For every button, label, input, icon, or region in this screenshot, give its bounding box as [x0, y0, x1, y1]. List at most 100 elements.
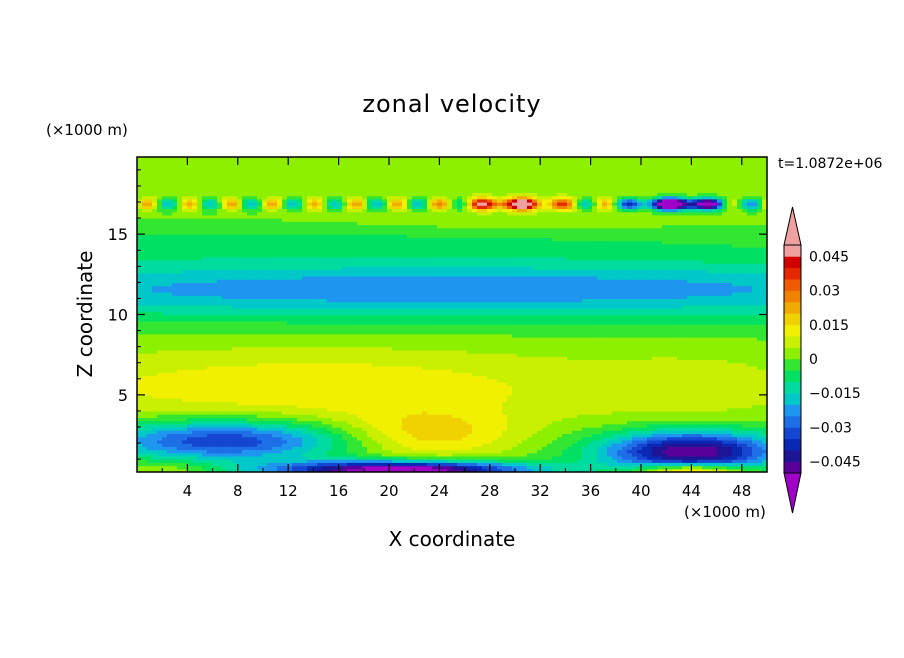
field-cell — [542, 443, 548, 447]
field-cell — [742, 378, 748, 383]
field-cell — [722, 346, 728, 351]
field-cell — [552, 446, 558, 451]
field-cell — [297, 375, 303, 380]
field-cell — [162, 420, 168, 425]
field-cell — [652, 439, 658, 444]
field-cell — [642, 420, 648, 425]
field-cell — [612, 346, 618, 351]
field-cell — [347, 404, 353, 409]
field-cell — [352, 388, 358, 393]
field-cell — [257, 433, 263, 438]
field-cell — [307, 391, 313, 396]
field-cell — [522, 433, 528, 438]
field-cell — [532, 394, 538, 399]
field-cell — [352, 430, 358, 435]
field-cell — [477, 394, 483, 399]
field-cell — [277, 404, 283, 409]
field-cell — [592, 414, 598, 418]
field-cell — [252, 436, 258, 441]
field-cell — [272, 420, 278, 425]
field-cell — [187, 436, 193, 441]
field-cell — [762, 349, 767, 354]
field-cell — [592, 423, 598, 428]
field-cell — [242, 385, 248, 390]
field-cell — [527, 427, 533, 431]
field-cell — [197, 398, 203, 402]
field-cell — [147, 433, 153, 438]
field-cell — [637, 439, 643, 444]
field-cell — [312, 407, 318, 412]
field-cell — [527, 455, 533, 460]
field-cell — [417, 353, 423, 357]
field-cell — [497, 375, 503, 380]
field-cell — [262, 382, 268, 386]
field-cell — [297, 430, 303, 435]
field-cell — [352, 439, 358, 444]
field-cell — [282, 391, 288, 396]
field-cell — [192, 365, 198, 370]
field-cell — [362, 359, 368, 364]
field-cell — [477, 427, 483, 431]
field-cell — [377, 391, 383, 396]
field-cell — [442, 356, 448, 361]
field-cell — [327, 388, 333, 393]
field-cell — [597, 455, 603, 460]
field-cell — [662, 433, 668, 438]
field-cell — [582, 439, 588, 444]
field-cell — [427, 356, 433, 361]
field-cell — [732, 446, 738, 451]
field-cell — [317, 375, 323, 380]
field-cell — [447, 365, 453, 370]
field-cell — [217, 468, 223, 472]
field-cell — [547, 353, 553, 357]
field-cell — [237, 414, 243, 418]
field-cell — [602, 446, 608, 451]
field-cell — [507, 385, 513, 390]
field-cell — [337, 394, 343, 399]
field-cell — [267, 369, 273, 373]
field-cell — [277, 375, 283, 380]
field-cell — [287, 449, 293, 454]
field-cell — [242, 407, 248, 412]
field-cell — [427, 401, 433, 406]
field-cell — [457, 378, 463, 383]
field-cell — [337, 375, 343, 380]
field-cell — [562, 468, 568, 472]
field-cell — [522, 349, 528, 354]
field-cell — [687, 465, 693, 470]
field-cell — [147, 349, 153, 354]
field-cell — [237, 443, 243, 447]
field-cell — [732, 443, 738, 447]
field-cell — [437, 436, 443, 441]
field-cell — [457, 436, 463, 441]
field-cell — [697, 407, 703, 412]
field-cell — [637, 385, 643, 390]
field-cell — [312, 452, 318, 457]
field-cell — [417, 362, 423, 367]
field-cell — [187, 430, 193, 435]
field-cell — [272, 443, 278, 447]
field-cell — [607, 372, 613, 377]
field-cell — [602, 388, 608, 393]
field-cell — [567, 394, 573, 399]
field-cell — [367, 375, 373, 380]
field-cell — [142, 417, 148, 422]
field-cell — [317, 410, 323, 415]
field-cell — [522, 443, 528, 447]
field-cell — [217, 430, 223, 435]
field-cell — [152, 452, 158, 457]
field-cell — [622, 372, 628, 377]
field-cell — [167, 343, 173, 348]
field-cell — [262, 449, 268, 454]
field-cell — [142, 378, 148, 383]
field-cell — [147, 359, 153, 364]
field-cell — [137, 452, 143, 457]
field-cell — [502, 436, 508, 441]
field-cell — [292, 362, 298, 367]
field-cell — [672, 449, 678, 454]
field-cell — [647, 394, 653, 399]
field-cell — [712, 388, 718, 393]
field-cell — [502, 449, 508, 454]
field-cell — [627, 468, 633, 472]
field-cell — [372, 443, 378, 447]
